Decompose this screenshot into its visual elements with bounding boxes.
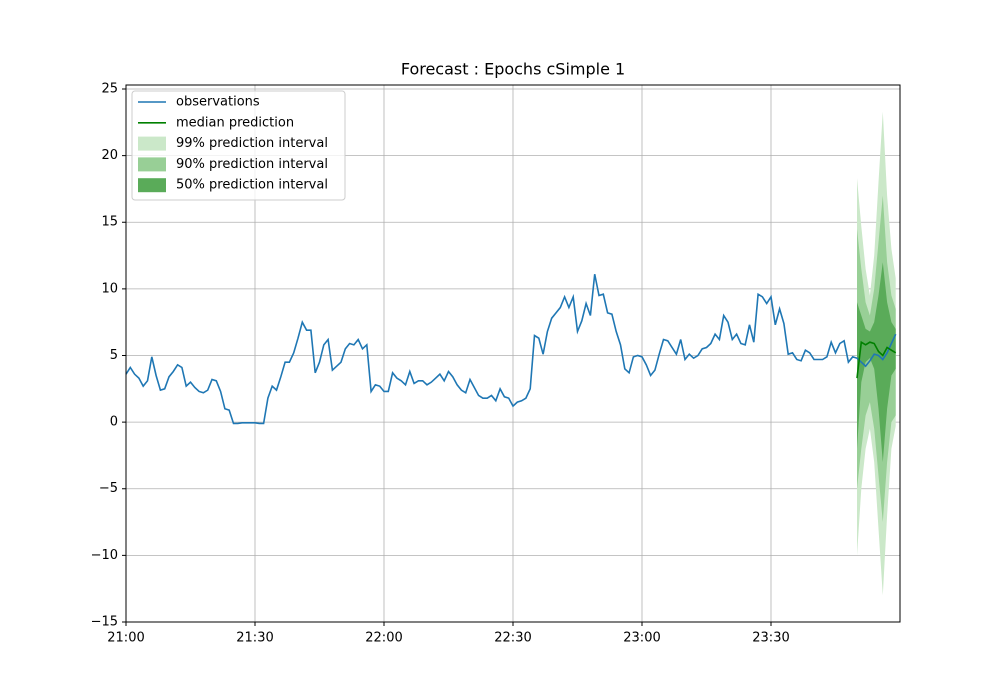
prediction-interval [857,262,896,463]
x-tick-label: 22:30 [494,631,531,646]
legend-label: 50% prediction interval [176,178,328,193]
legend-patch [138,178,166,193]
plot-area [125,111,897,596]
x-tick-label: 21:00 [107,631,144,646]
legend-label: 90% prediction interval [176,157,328,172]
legend: observations median prediction 99% predict… [131,90,346,201]
x-tick-label: 21:30 [236,631,273,646]
legend-label: 99% prediction interval [176,136,328,151]
y-tick-label: 5 [110,348,118,363]
y-tick-label: −10 [91,548,118,563]
legend-box [131,90,346,201]
x-tick-label: 22:00 [365,631,402,646]
legend-patch [138,136,166,151]
y-tick-label: 25 [101,81,118,96]
series-line [125,274,897,425]
legend-patch [138,157,166,172]
y-tick-label: 0 [110,415,118,430]
y-tick-label: 15 [101,215,118,230]
legend-label: observations [176,95,260,110]
legend-label: median prediction [176,115,294,130]
y-tick-label: 10 [101,281,118,296]
x-tick-label: 23:30 [752,631,789,646]
series-line [856,340,897,379]
x-tick-label: 23:00 [623,631,660,646]
y-tick-label: 20 [101,148,118,163]
axes: −15 −10 −5 0 5 10 15 20 25 21:00 21:30 22:00 22:30 23… [91,81,790,645]
y-tick-label: −5 [99,481,118,496]
y-tick-label: −15 [91,615,118,630]
chart-title: Forecast : Epochs cSimple 1 [401,60,625,79]
